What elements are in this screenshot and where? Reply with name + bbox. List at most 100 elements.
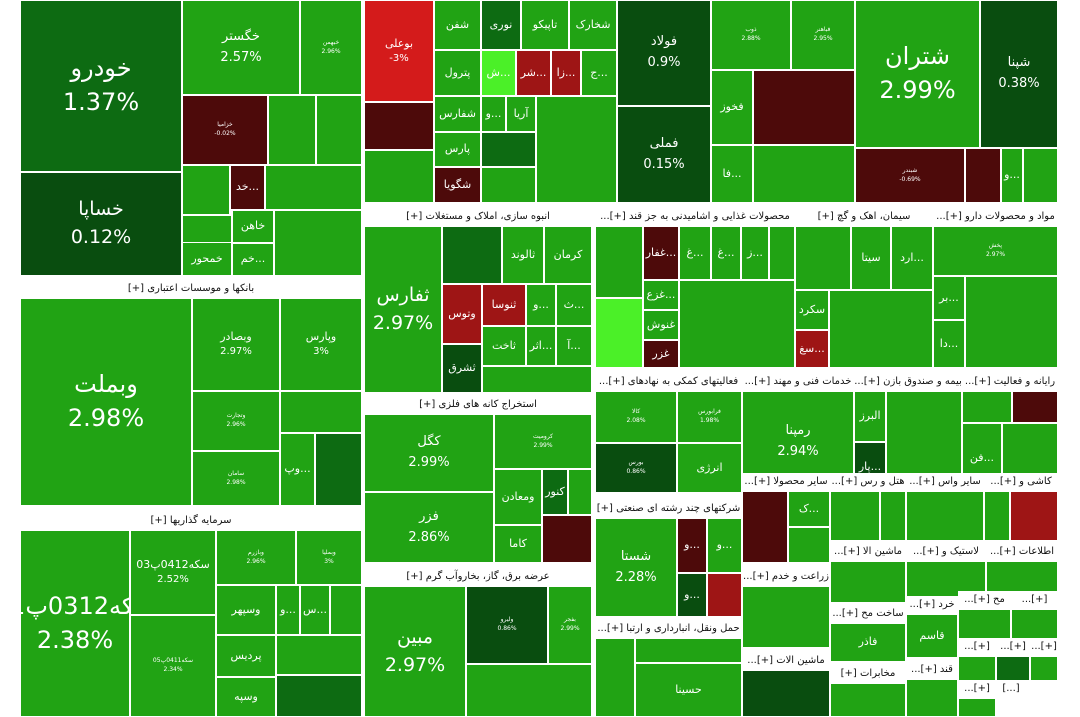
sector-header[interactable]: فعالیتهای کمکی به نهادهای [+]... [595, 373, 742, 391]
sector-header[interactable]: بانکها و موسسات اعتباری [+] [20, 280, 362, 298]
treemap-tile[interactable] [830, 491, 880, 541]
treemap-tile[interactable]: کاما [494, 525, 542, 563]
treemap-tile[interactable]: پارس [434, 132, 481, 167]
sector-header[interactable]: استخراج کانه های فلزی [+] [364, 396, 592, 414]
treemap-tile[interactable]: سغ... [795, 330, 829, 368]
treemap-tile[interactable]: و... [276, 585, 300, 635]
treemap-tile[interactable]: شتران 2.99% [855, 0, 980, 148]
treemap-tile[interactable] [958, 609, 1011, 641]
sector-header[interactable]: خدمات فنی و مهند [+]... [742, 373, 854, 391]
sector-header[interactable]: شرکتهای چند رشته ای صنعتی [+] [595, 500, 742, 518]
sector-header[interactable]: حمل ونقل، انبارداری و ارتبا [+]... [595, 620, 742, 638]
sector-header[interactable]: سرمایه گذاریها [+] [20, 512, 362, 530]
treemap-tile[interactable] [962, 391, 1012, 423]
treemap-tile[interactable]: غ... [679, 226, 711, 280]
treemap-tile[interactable] [274, 210, 362, 276]
sector-header[interactable]: عرضه برق، گاز، بخاروآب گرم [+] [364, 568, 592, 586]
treemap-tile[interactable]: خاهن [232, 210, 274, 243]
treemap-tile[interactable]: بفجر 2.99% [548, 586, 592, 664]
treemap-tile[interactable]: آ... [556, 326, 592, 366]
treemap-tile[interactable] [276, 635, 362, 675]
treemap-tile[interactable]: فا... [711, 145, 753, 203]
sector-header[interactable]: [...] [996, 680, 1026, 698]
treemap-tile[interactable] [315, 433, 362, 506]
treemap-tile[interactable] [635, 638, 742, 663]
treemap-tile[interactable]: وبازرم 2.96% [216, 530, 296, 585]
treemap-tile[interactable]: ثالوند [502, 226, 544, 284]
treemap-tile[interactable] [880, 491, 906, 541]
treemap-tile[interactable]: خودرو 1.37% [20, 0, 182, 172]
treemap-tile[interactable]: کرمان [544, 226, 592, 284]
treemap-tile[interactable]: و... [677, 573, 707, 617]
treemap-tile[interactable]: بورس 0.86% [595, 443, 677, 493]
treemap-tile[interactable] [1010, 491, 1058, 541]
sector-header[interactable]: سایر محصولا [+]... [742, 473, 830, 491]
treemap-tile[interactable]: ز... [741, 226, 769, 280]
treemap-tile[interactable]: خگستر 2.57% [182, 0, 300, 95]
treemap-tile[interactable]: ش... [481, 50, 516, 96]
treemap-tile[interactable] [788, 527, 830, 563]
treemap-tile[interactable]: سکه0412پ03 2.52% [130, 530, 216, 615]
treemap-tile[interactable] [595, 638, 635, 717]
treemap-tile[interactable] [1026, 680, 1058, 717]
treemap-tile[interactable]: خزامیا -0.02% [182, 95, 268, 165]
treemap-tile[interactable]: غزر [643, 340, 679, 368]
treemap-tile[interactable] [536, 96, 617, 203]
treemap-tile[interactable]: انرژی [677, 443, 742, 493]
treemap-tile[interactable]: وسپه [216, 677, 276, 717]
treemap-tile[interactable]: وپ... [280, 433, 315, 506]
treemap-tile[interactable] [958, 656, 996, 683]
treemap-tile[interactable] [830, 561, 906, 603]
sector-header[interactable]: کاشی و [+]... [984, 473, 1058, 491]
treemap-tile[interactable]: خساپا 0.12% [20, 172, 182, 276]
sector-header[interactable]: بیمه و صندوق بازن [+]... [854, 373, 962, 391]
treemap-tile[interactable]: وتوس [442, 284, 482, 344]
treemap-tile[interactable]: کنور [542, 469, 568, 515]
treemap-tile[interactable]: شفن [434, 0, 481, 50]
treemap-tile[interactable]: شخارک [569, 0, 617, 50]
sector-header[interactable]: ساخت مح [+]... [830, 605, 906, 623]
treemap-tile[interactable] [906, 491, 984, 541]
treemap-tile[interactable] [742, 586, 830, 648]
sector-header[interactable]: سایر واس [+]... [906, 473, 984, 491]
sector-header[interactable]: [+]... [958, 638, 996, 656]
treemap-tile[interactable]: سکرد [795, 290, 829, 330]
treemap-tile[interactable] [795, 226, 851, 290]
sector-header[interactable]: [+]... [958, 680, 996, 698]
treemap-tile[interactable] [568, 469, 592, 515]
treemap-tile[interactable]: خم... [232, 243, 274, 276]
treemap-tile[interactable]: وبصادر 2.97% [192, 298, 280, 391]
treemap-tile[interactable]: و... [481, 96, 506, 132]
sector-header[interactable]: ماشین الا [+]... [830, 543, 906, 561]
treemap-tile[interactable] [958, 698, 996, 717]
sector-header[interactable]: ماشین الات [+]... [742, 652, 830, 670]
sector-header[interactable]: اطلاعات [+]... [986, 543, 1058, 561]
sector-header[interactable]: مح [+]... [958, 591, 1011, 609]
treemap-tile[interactable] [984, 491, 1010, 541]
treemap-tile[interactable]: فملی 0.15% [617, 106, 711, 203]
treemap-tile[interactable]: پردیس [216, 635, 276, 677]
treemap-tile[interactable]: ثفارس 2.97% [364, 226, 442, 393]
treemap-tile[interactable]: ثشرق [442, 344, 482, 393]
treemap-tile[interactable]: ولیرو 0.86% [466, 586, 548, 664]
treemap-tile[interactable]: وپارس 3% [280, 298, 362, 391]
sector-header[interactable]: مخابرات [+] [830, 665, 906, 683]
treemap-tile[interactable] [542, 515, 592, 563]
treemap-tile[interactable] [769, 226, 795, 280]
treemap-tile[interactable]: آریا [506, 96, 536, 132]
treemap-tile[interactable] [265, 165, 362, 210]
treemap-tile[interactable]: بر... [933, 276, 965, 320]
treemap-tile[interactable] [330, 585, 362, 635]
treemap-tile[interactable] [595, 226, 643, 298]
treemap-tile[interactable]: قاسم [906, 614, 958, 658]
treemap-tile[interactable]: ج... [581, 50, 617, 96]
sector-header[interactable]: قند [+]... [906, 661, 958, 679]
treemap-tile[interactable] [965, 148, 1001, 203]
treemap-tile[interactable]: فاذر [830, 623, 906, 662]
treemap-tile[interactable] [1030, 656, 1058, 683]
treemap-tile[interactable]: فرابورس 1.98% [677, 391, 742, 443]
treemap-tile[interactable]: وبملت 2.98% [20, 298, 192, 506]
treemap-tile[interactable]: حسینا [635, 663, 742, 717]
treemap-tile[interactable] [182, 165, 230, 215]
treemap-tile[interactable]: و... [707, 518, 742, 573]
